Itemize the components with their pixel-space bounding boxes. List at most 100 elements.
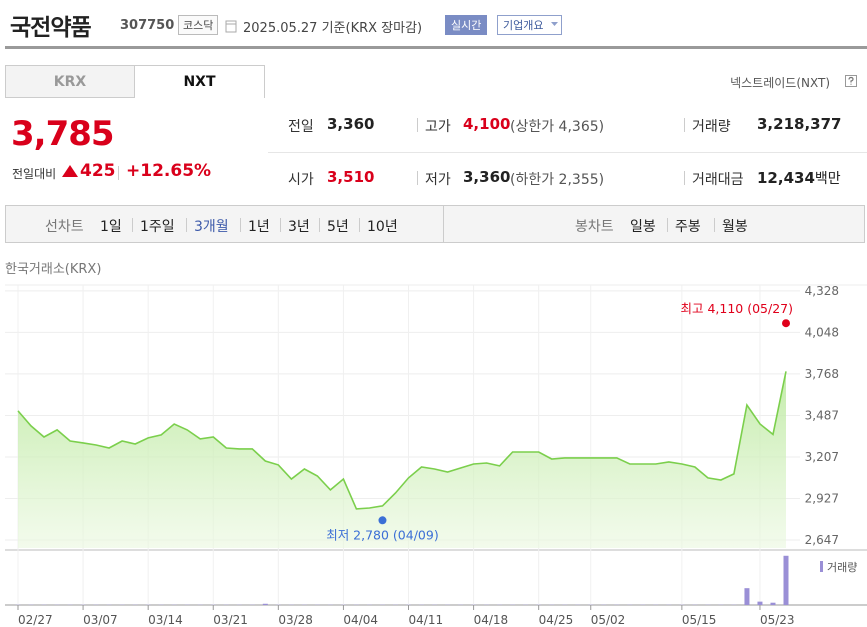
stat-label: 시가 <box>288 172 314 188</box>
volume-bar <box>757 601 763 605</box>
exchange-tab[interactable]: NXT <box>134 65 265 98</box>
x-tick-label: 05/15 <box>682 613 717 627</box>
y-tick-label: 4,048 <box>805 325 839 339</box>
x-tick-label: 03/07 <box>83 613 118 627</box>
date-line: 2025.05.27 기준(KRX 장마감) <box>243 17 422 36</box>
price-area <box>18 371 786 548</box>
separator <box>714 218 715 232</box>
x-tick-label: 05/02 <box>591 613 626 627</box>
date: 2025.05.27 <box>243 21 318 36</box>
separator <box>417 171 418 185</box>
y-tick-label: 2,647 <box>805 533 839 547</box>
legend-swatch <box>820 561 823 572</box>
y-tick-label: 3,768 <box>805 367 839 381</box>
stats-divider <box>268 152 867 153</box>
volume-bar <box>783 555 789 605</box>
period-option[interactable]: 10년 <box>367 219 398 235</box>
x-tick-label: 02/27 <box>18 613 53 627</box>
separator <box>359 218 360 232</box>
price-line <box>17 371 787 510</box>
date-basis: 기준(KRX 장마감) <box>321 21 423 36</box>
stat-note: (상한가 4,365) <box>510 119 605 135</box>
realtime-button[interactable]: 실시간 <box>445 15 488 35</box>
stat-unit: 백만 <box>814 171 841 187</box>
y-tick-label: 3,207 <box>805 450 839 464</box>
x-tick-label: 03/21 <box>213 613 248 627</box>
x-tick-label: 03/28 <box>278 613 313 627</box>
separator <box>132 218 133 232</box>
x-tick-label: 04/11 <box>409 613 444 627</box>
stock-name: 국전약품 <box>10 15 92 41</box>
separator <box>684 118 685 132</box>
current-price: 3,785 <box>11 114 115 154</box>
volume-bar <box>744 588 750 605</box>
period-option[interactable]: 1주일 <box>140 219 175 235</box>
y-tick-label: 3,487 <box>805 409 839 423</box>
help-icon[interactable] <box>845 75 857 87</box>
stock-code: 307750 <box>120 18 175 33</box>
stat-value: 3,218,377 <box>757 115 842 133</box>
y-tick-label: 4,328 <box>805 284 839 298</box>
line-chart-label: 선차트 <box>45 219 84 235</box>
stat-label: 전일 <box>288 119 314 135</box>
x-tick-label: 05/23 <box>760 613 795 627</box>
dropdown-arrow <box>551 22 558 26</box>
period-bar <box>5 205 865 243</box>
x-tick-label: 04/25 <box>539 613 574 627</box>
volume-bar <box>770 602 776 605</box>
up-arrow <box>62 165 78 177</box>
market-badge: 코스닥 <box>178 15 219 35</box>
period-option[interactable]: 1일 <box>100 219 122 235</box>
annotation-label: 최저 2,780 (04/09) <box>326 527 439 542</box>
separator <box>186 218 187 232</box>
annotation-label: 최고 4,110 (05/27) <box>680 301 793 316</box>
separator <box>118 166 119 180</box>
header-rule <box>5 46 867 49</box>
x-tick-label: 03/14 <box>148 613 183 627</box>
period-option[interactable]: 3년 <box>288 219 310 235</box>
separator <box>280 218 281 232</box>
change-rate: +12.65% <box>126 161 212 181</box>
annotation-dot <box>378 516 387 525</box>
x-tick-label: 04/18 <box>474 613 509 627</box>
period-divider <box>443 206 444 242</box>
stat-value: 3,360 <box>463 168 511 186</box>
exchange-tab[interactable]: KRX <box>5 65 135 98</box>
candle-option[interactable]: 월봉 <box>722 219 748 235</box>
period-option[interactable]: 1년 <box>248 219 270 235</box>
x-tick-label: 04/04 <box>343 613 378 627</box>
data-source: 한국거래소(KRX) <box>5 262 102 277</box>
stat-value: 12,434백만 <box>757 168 841 188</box>
stat-value: 4,100 <box>463 115 511 133</box>
stat-value: 3,360 <box>327 115 375 133</box>
candle-chart-label: 봉차트 <box>575 219 614 235</box>
change-label: 전일대비 <box>12 167 57 181</box>
candle-option[interactable]: 일봉 <box>630 219 656 235</box>
company-info-button[interactable]: 기업개요 <box>497 15 563 35</box>
annotation-dot <box>782 319 790 328</box>
nxt-link[interactable]: 넥스트레이드(NXT) <box>730 76 830 90</box>
stat-note: (하한가 2,355) <box>510 172 605 188</box>
legend-label: 거래량 <box>827 561 857 574</box>
stat-number: 12,434 <box>757 169 815 187</box>
stat-label: 거래량 <box>692 119 731 135</box>
separator <box>319 218 320 232</box>
separator <box>240 218 241 232</box>
change-amount: 425 <box>80 161 116 181</box>
y-tick-label: 2,927 <box>805 492 839 506</box>
candle-option[interactable]: 주봉 <box>675 219 701 235</box>
stat-label: 저가 <box>425 172 451 188</box>
separator <box>417 118 418 132</box>
stat-value: 3,510 <box>327 168 375 186</box>
separator <box>667 218 668 232</box>
stat-label: 고가 <box>425 119 451 135</box>
stat-label: 거래대금 <box>692 172 744 188</box>
separator <box>684 171 685 185</box>
calendar-icon <box>225 20 237 33</box>
period-option[interactable]: 3개월 <box>194 219 229 235</box>
period-option[interactable]: 5년 <box>327 219 349 235</box>
volume-bar <box>262 603 268 605</box>
